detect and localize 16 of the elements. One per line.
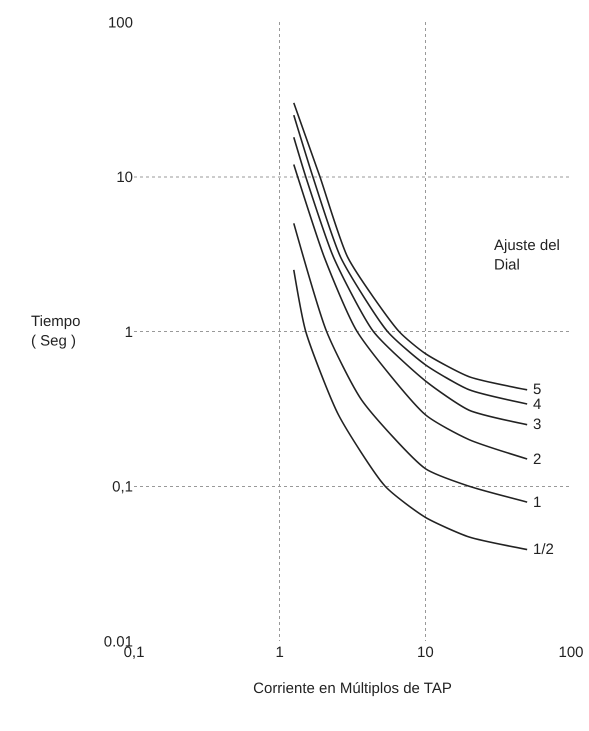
series-label: 5 <box>533 381 542 398</box>
series-label: 2 <box>533 451 542 468</box>
series-label: 3 <box>533 416 542 433</box>
x-tick-label: 1 <box>276 644 284 661</box>
legend-title: Ajuste del Dial <box>494 237 560 274</box>
y-tick-label: 0,1 <box>112 478 133 496</box>
y-tick-label: 100 <box>108 14 133 32</box>
y-tick-label: 1 <box>124 324 133 341</box>
y-axis-title: Tiempo ( Seg ) <box>31 313 80 350</box>
y-tick-label: 10 <box>116 169 133 186</box>
x-tick-label: 10 <box>416 644 434 661</box>
x-axis-title: Corriente en Múltiplos de TAP <box>253 680 452 697</box>
x-tick-label: 100 <box>558 644 584 661</box>
series-label: 1/2 <box>533 541 554 558</box>
series-label: 4 <box>533 396 542 413</box>
series-label: 1 <box>533 494 542 511</box>
